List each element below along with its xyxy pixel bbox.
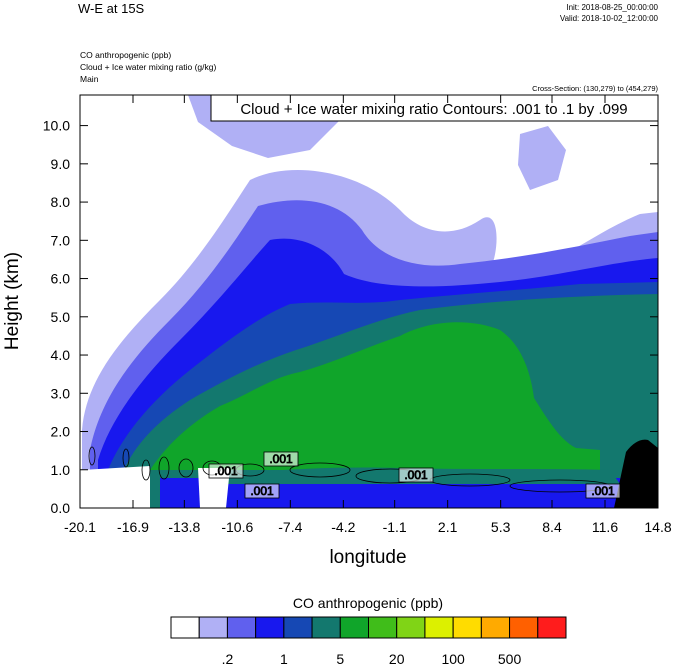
colorbar-swatch — [226, 616, 257, 639]
colorbar-swatch — [368, 616, 398, 639]
cloud-contour-3 — [158, 456, 170, 480]
co-fill-region-8 — [160, 478, 658, 508]
y-tick-label: 8.0 — [51, 194, 71, 210]
colorbar-tick-label: .2 — [222, 651, 234, 667]
colorbar-swatch — [283, 616, 313, 639]
y-tick-label: 2.0 — [51, 424, 71, 440]
contour-info-text: Cloud + Ice water mixing ratio Contours:… — [240, 101, 627, 118]
plot-area: .001 .001 .001 .001 .001 — [80, 95, 658, 508]
x-axis-label: longitude — [329, 547, 406, 568]
y-tick-label: 6.0 — [51, 271, 71, 287]
x-tick-label: -20.1 — [64, 519, 96, 535]
colorbar-swatch — [537, 616, 567, 639]
plot-title: W-E at 15S — [78, 1, 145, 16]
cloud-contour-1 — [122, 448, 130, 468]
y-axis-label: Height (km) — [2, 252, 23, 350]
co-fill-region-10 — [614, 439, 658, 508]
y-tick-label: 3.0 — [51, 385, 71, 401]
contour-value-label: .001 — [214, 464, 238, 478]
valid-time: Valid: 2018-10-02_12:00:00 — [559, 14, 658, 23]
field-name-cloud: Cloud + Ice water mixing ratio (g/kg) — [80, 62, 217, 72]
x-tick-label: -7.4 — [278, 519, 302, 535]
x-tick-label: -10.6 — [221, 519, 253, 535]
colorbar-title: CO anthropogenic (ppb) — [293, 595, 443, 611]
y-tick-label: 5.0 — [51, 309, 71, 325]
y-tick-label: 9.0 — [51, 156, 71, 172]
x-tick-label: -4.2 — [331, 519, 355, 535]
x-tick-label: -1.1 — [383, 519, 407, 535]
colorbar-tick-label: 5 — [336, 651, 344, 667]
colorbar-swatch — [170, 616, 200, 639]
colorbar: .2 1 5 20 100 500 — [170, 616, 567, 667]
colorbar-swatch — [339, 616, 369, 639]
colorbar-swatch — [255, 616, 285, 639]
colorbar-tick-label: 500 — [498, 651, 522, 667]
cloud-contour-7 — [289, 462, 351, 478]
colorbar-tick-label: 1 — [280, 651, 288, 667]
cloud-contour-2 — [141, 459, 151, 481]
contour-label-box-0 — [263, 451, 299, 467]
y-axis: 0.0 1.0 2.0 3.0 4.0 5.0 6.0 7.0 8.0 9.0 10.0 — [43, 118, 658, 516]
colorbar-tick-label: 100 — [441, 651, 465, 667]
x-tick-label: 2.1 — [438, 519, 458, 535]
y-tick-label: 1.0 — [51, 462, 71, 478]
contour-label-box-4 — [208, 463, 244, 479]
contour-value-label: .001 — [404, 468, 428, 482]
x-tick-label: 11.6 — [592, 519, 618, 535]
x-axis: -20.1 -16.9 -13.8 -10.6 -7.4 -4.2 -1.1 2.1 5.3 8.… — [64, 95, 672, 535]
contour-label-box-2 — [244, 483, 280, 499]
colorbar-tick-label: 20 — [389, 651, 405, 667]
x-tick-label: 14.8 — [644, 519, 671, 535]
colorbar-swatch — [311, 616, 341, 639]
contour-value-label: .001 — [250, 484, 274, 498]
colorbar-swatch — [424, 616, 454, 639]
colorbar-swatch — [480, 616, 511, 639]
field-name-co: CO anthropogenic (ppb) — [80, 50, 172, 60]
cloud-contour-lines: .001 .001 .001 .001 .001 — [88, 446, 621, 499]
co-fill-region-11 — [82, 466, 150, 508]
x-tick-label: 8.4 — [542, 519, 562, 535]
y-tick-label: 4.0 — [51, 347, 71, 363]
field-name-main: Main — [80, 74, 99, 84]
contour-value-label: .001 — [269, 452, 293, 466]
x-tick-label: -13.8 — [168, 519, 200, 535]
co-filled-contours — [82, 95, 658, 508]
y-tick-label: 0.0 — [51, 500, 71, 516]
x-tick-label: -16.9 — [117, 519, 149, 535]
colorbar-swatch — [452, 616, 482, 639]
contour-value-label: .001 — [591, 484, 615, 498]
co-fill-region-1 — [518, 126, 566, 190]
contour-label-box-3 — [585, 483, 621, 499]
y-tick-label: 10.0 — [43, 118, 70, 134]
colorbar-swatch — [396, 616, 426, 639]
cloud-contour-0 — [88, 446, 96, 466]
colorbar-swatch — [509, 616, 539, 639]
cross-section-label: Cross-Section: (130,279) to (454,279) — [532, 84, 658, 93]
init-time: Init: 2018-08-25_00:00:00 — [566, 3, 658, 12]
y-tick-label: 7.0 — [51, 232, 71, 248]
colorbar-swatch — [198, 616, 228, 639]
cloud-contour-4 — [178, 458, 194, 478]
contour-label-box-1 — [398, 467, 434, 483]
x-tick-label: 5.3 — [491, 519, 511, 535]
co-fill-region-7 — [150, 322, 600, 470]
contour-info-box: Cloud + Ice water mixing ratio Contours:… — [210, 94, 659, 122]
